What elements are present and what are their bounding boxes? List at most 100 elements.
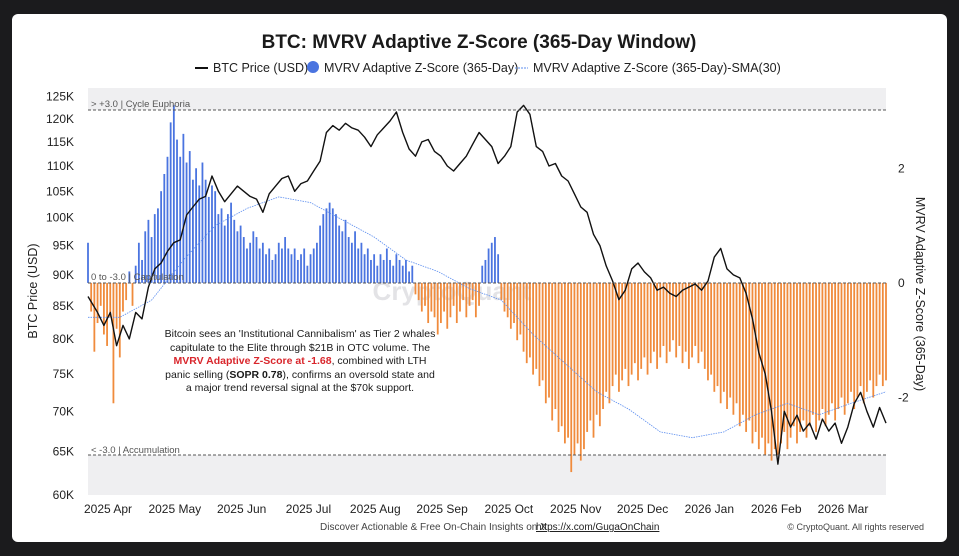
- zscore-bar: [424, 282, 426, 306]
- zscore-bar: [856, 282, 859, 398]
- zscore-bar: [395, 254, 398, 283]
- zscore-bar: [567, 282, 569, 438]
- zscore-bar: [831, 282, 833, 404]
- zscore-bar: [468, 282, 471, 306]
- zscore-bar: [204, 179, 207, 283]
- zscore-bar: [220, 208, 223, 283]
- zscore-bar: [96, 282, 99, 324]
- x-tick-label: 2026 Jan: [685, 502, 734, 516]
- zscore-bar: [99, 282, 102, 306]
- zscore-bar: [459, 282, 461, 312]
- zscore-bar: [137, 242, 140, 283]
- zscore-bar: [223, 225, 226, 283]
- zscore-bar: [268, 248, 271, 283]
- zscore-bar: [513, 282, 515, 324]
- zscore-bar: [115, 282, 118, 329]
- annotation-text-1: Bitcoin sees an 'Institutional Cannibali…: [164, 328, 436, 354]
- right-tick-label: -2: [898, 391, 909, 405]
- zscore-bar: [90, 282, 93, 312]
- zscore-bar: [112, 282, 115, 404]
- zscore-bar: [106, 282, 108, 346]
- zscore-bar: [656, 282, 658, 369]
- zscore-bar: [211, 185, 213, 283]
- sma-line-layer: [88, 196, 887, 439]
- zscore-bar: [541, 282, 544, 381]
- zscore-bar: [608, 282, 611, 404]
- zscore-bar: [255, 237, 258, 283]
- zscore-bar: [837, 282, 840, 410]
- zscore-bar: [586, 282, 589, 432]
- euphoria-band: [88, 88, 886, 110]
- legend-price-label: BTC Price (USD): [213, 61, 308, 75]
- zscore-bar: [866, 282, 868, 392]
- zscore-bar: [573, 282, 576, 455]
- zscore-bar: [811, 282, 814, 415]
- zscore-bar: [703, 282, 706, 369]
- zscore-bar: [627, 282, 630, 387]
- zscore-bar: [157, 208, 159, 283]
- zscore-bar: [398, 259, 401, 283]
- zscore-bar: [271, 259, 274, 283]
- zscore-bar: [160, 191, 163, 283]
- zscore-bar: [780, 282, 782, 444]
- zscore-bar: [850, 282, 852, 392]
- chart-card: BTC: MVRV Adaptive Z-Score (365-Day Wind…: [12, 14, 947, 542]
- legend-sma-label: MVRV Adaptive Z-Score (365-Day)-SMA(30): [533, 61, 781, 75]
- zscore-bar: [452, 282, 455, 306]
- zscore-bar: [131, 282, 134, 306]
- zscore-bar: [516, 282, 519, 341]
- x-tick-label: 2025 Nov: [550, 502, 601, 516]
- zscore-bar: [589, 282, 592, 421]
- x-tick-label: 2025 Dec: [617, 502, 668, 516]
- zscore-bar: [519, 282, 522, 335]
- zscore-bar: [249, 242, 252, 283]
- zscore-bar: [373, 254, 376, 283]
- zscore-bar: [796, 282, 798, 444]
- zscore-bar: [379, 254, 382, 283]
- zscore-bar: [350, 242, 353, 283]
- zscore-bar: [325, 208, 328, 283]
- x-tick-label: 2026 Mar: [818, 502, 869, 516]
- zscore-bar: [141, 259, 143, 283]
- zscore-bar: [716, 282, 719, 387]
- zscore-bar: [261, 242, 264, 283]
- zscore-bar: [169, 122, 172, 283]
- zscore-bar: [411, 265, 414, 283]
- left-tick-label: 70K: [53, 404, 74, 418]
- zscore-bar: [668, 282, 671, 352]
- zscore-bar: [417, 282, 420, 301]
- zscore-bar: [300, 254, 302, 283]
- zscore-bar: [389, 259, 391, 283]
- zscore-bar: [118, 282, 121, 358]
- zscore-bar: [284, 237, 287, 283]
- zscore-bar: [354, 231, 356, 283]
- zscore-bar: [672, 282, 674, 341]
- zscore-bar: [767, 282, 770, 444]
- capitulation-label: 0 to -3.0 | Capitulation: [91, 272, 184, 283]
- footer-link[interactable]: https://x.com/GugaOnChain: [536, 522, 659, 533]
- zscore-bar: [802, 282, 805, 421]
- zscore-bar: [853, 282, 856, 410]
- zscore-bar: [872, 282, 875, 398]
- x-tick-label: 2025 Jun: [217, 502, 266, 516]
- zscore-bar: [125, 282, 128, 301]
- zscore-bar: [239, 225, 242, 283]
- zscore-bar: [366, 248, 369, 283]
- zscore-bar: [401, 265, 404, 283]
- zscore-bar: [640, 282, 643, 369]
- legend-zscore-label: MVRV Adaptive Z-Score (365-Day): [324, 61, 518, 75]
- zscore-bar: [751, 282, 754, 444]
- left-tick-label: 110K: [47, 159, 74, 173]
- zscore-bar: [382, 259, 385, 283]
- zscore-bar: [405, 259, 407, 283]
- zscore-bar: [808, 282, 811, 427]
- zscore-bar: [436, 282, 439, 335]
- zscore-bar: [583, 282, 585, 450]
- left-axis-ticks: 125K 120K 115K 110K 105K 100K 95K 90K 85K 80K 75K 7…: [46, 90, 74, 502]
- x-tick-label: 2025 Oct: [485, 502, 534, 516]
- zscore-bar: [875, 282, 878, 387]
- zscore-bar: [732, 282, 735, 415]
- zscore-bar: [694, 282, 697, 346]
- zscore-bar: [128, 271, 131, 283]
- zscore-bar: [738, 282, 741, 427]
